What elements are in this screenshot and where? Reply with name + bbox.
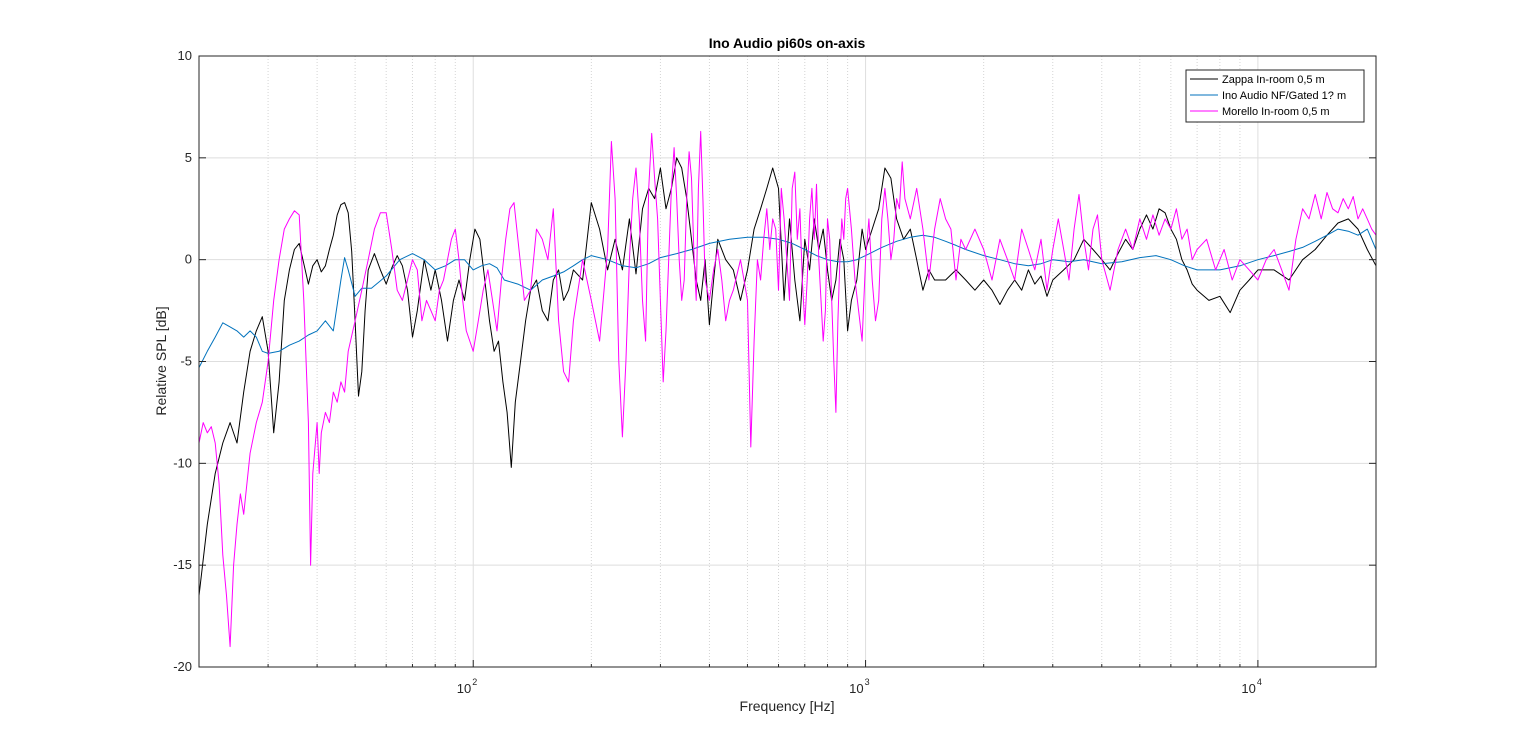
x-tick-label: 10 xyxy=(457,681,471,696)
series-layer xyxy=(198,130,1377,648)
y-tick-label: 10 xyxy=(178,48,192,63)
grid-layer xyxy=(198,56,1377,667)
legend-label-1: Zappa In-room 0,5 m xyxy=(1222,74,1325,86)
x-tick-exponent: 4 xyxy=(1257,677,1262,687)
y-tick-label: -15 xyxy=(173,557,192,572)
y-tick-label: 0 xyxy=(185,252,192,267)
legend: Zappa In-room 0,5 m Ino Audio NF/Gated 1?… xyxy=(1185,69,1365,123)
legend-label-2: Ino Audio NF/Gated 1? m xyxy=(1222,90,1346,102)
series-line-1 xyxy=(198,157,1377,596)
x-tick-label: 10 xyxy=(849,681,863,696)
legend-label-3: Morello In-room 0,5 m xyxy=(1222,106,1330,118)
series-line-2 xyxy=(198,228,1377,368)
y-tick-label: -10 xyxy=(173,455,192,470)
x-axis-label: Frequency [Hz] xyxy=(740,698,835,714)
x-tick-exponent: 2 xyxy=(472,677,477,687)
x-tick-label: 10 xyxy=(1241,681,1255,696)
legend-items: Zappa In-room 0,5 m Ino Audio NF/Gated 1?… xyxy=(1190,74,1346,118)
x-tick-exponent: 3 xyxy=(865,677,870,687)
y-tick-label: -20 xyxy=(173,659,192,674)
series-line-3 xyxy=(198,130,1377,648)
y-axis-label: Relative SPL [dB] xyxy=(153,306,169,415)
y-tick-label: -5 xyxy=(180,354,192,369)
chart-title: Ino Audio pi60s on-axis xyxy=(709,35,866,51)
y-tick-label: 5 xyxy=(185,150,192,165)
